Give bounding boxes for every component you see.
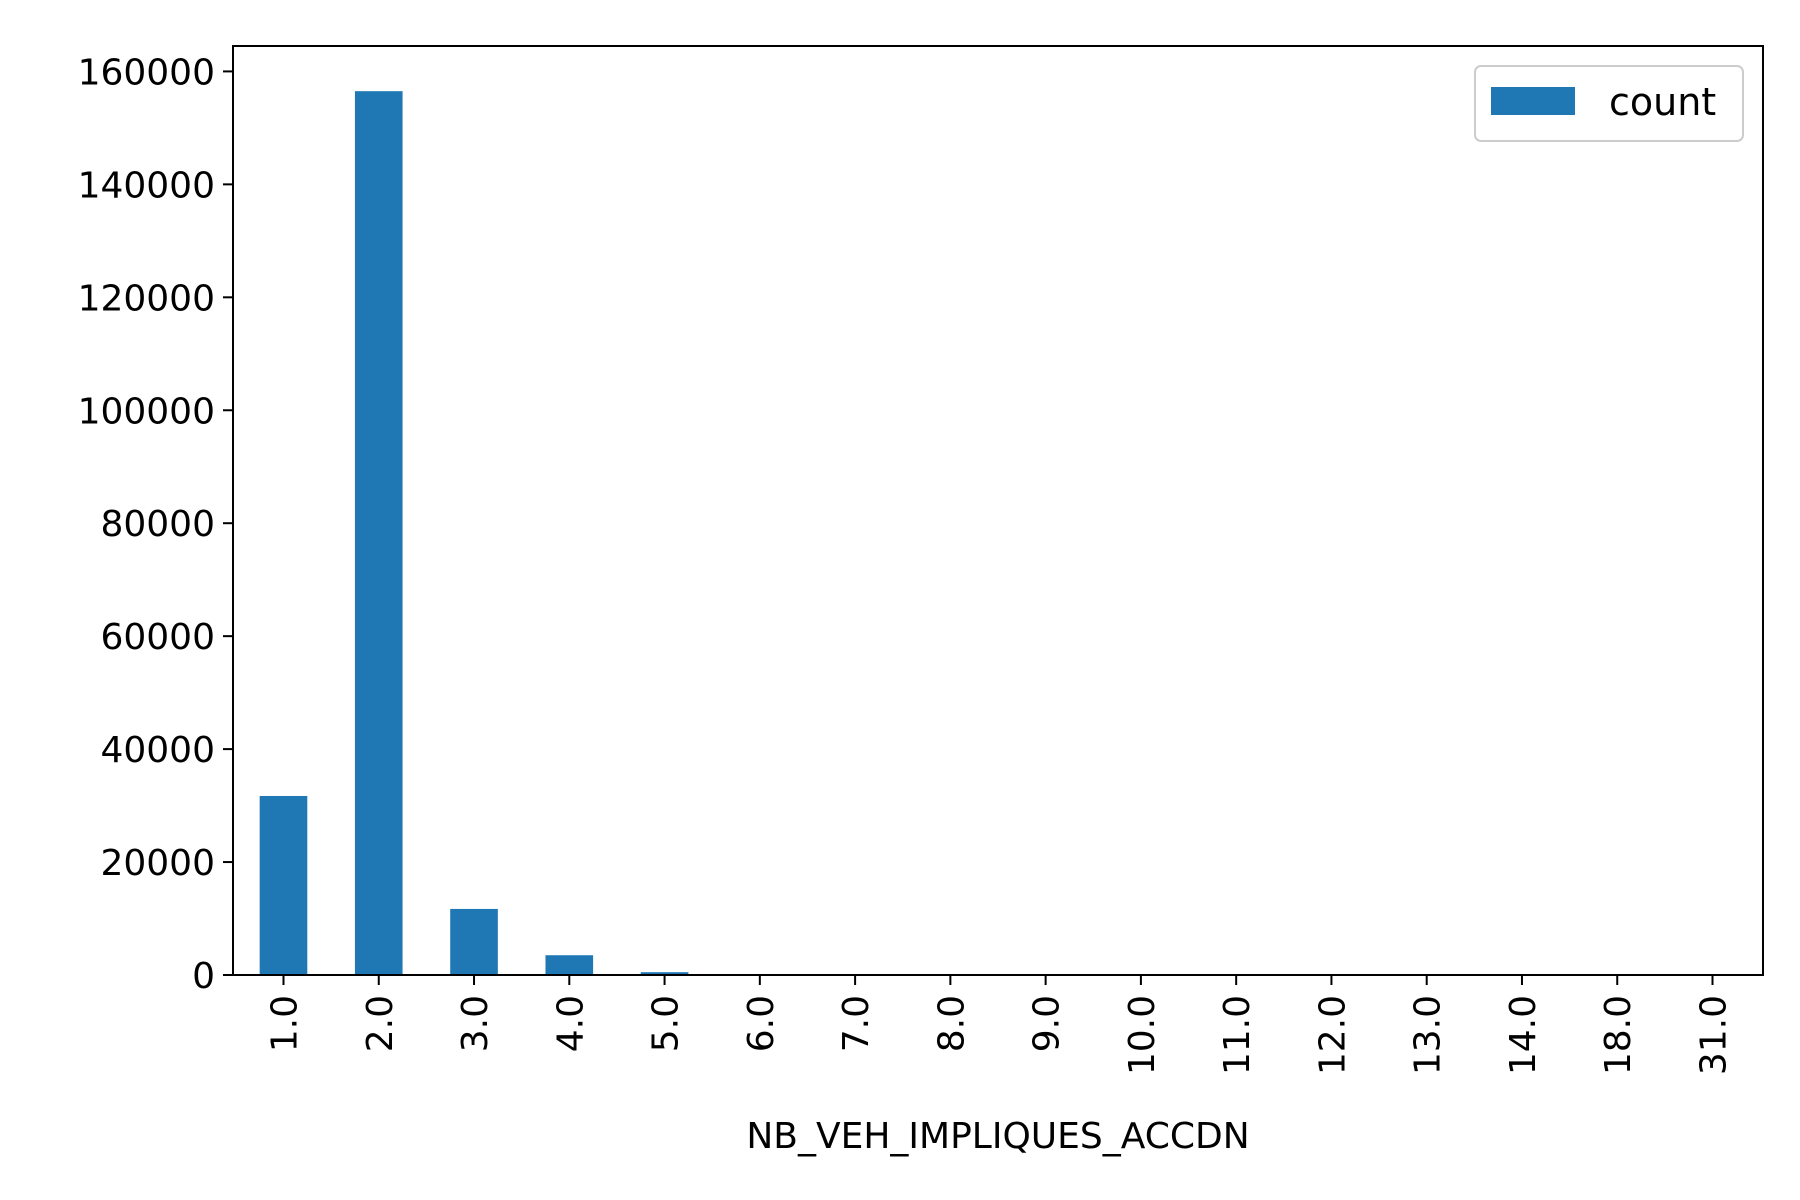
x-tick-label: 10.0 bbox=[1122, 995, 1163, 1075]
x-tick-label: 9.0 bbox=[1027, 995, 1068, 1052]
y-tick-label: 100000 bbox=[78, 391, 215, 432]
plot-frame bbox=[232, 45, 1764, 976]
x-tick-label: 18.0 bbox=[1598, 995, 1639, 1075]
legend: count bbox=[1474, 65, 1744, 142]
x-tick-label: 1.0 bbox=[264, 995, 305, 1052]
bar-1.0 bbox=[259, 795, 308, 975]
y-tick-label: 160000 bbox=[78, 52, 215, 93]
x-axis-label: NB_VEH_IMPLIQUES_ACCDN bbox=[746, 1116, 1249, 1157]
legend-swatch bbox=[1491, 87, 1575, 115]
bar-3.0 bbox=[450, 908, 498, 975]
x-tick-label: 2.0 bbox=[360, 995, 401, 1052]
y-axis-ticks: 0 20000 40000 60000 80000 100000 120000 140000 1… bbox=[78, 52, 233, 997]
bar-2.0 bbox=[354, 91, 403, 976]
x-tick-label: 6.0 bbox=[741, 995, 782, 1052]
y-tick-label: 20000 bbox=[100, 843, 215, 884]
y-tick-label: 80000 bbox=[100, 504, 215, 545]
x-tick-label: 14.0 bbox=[1503, 995, 1544, 1075]
bars-layer bbox=[259, 91, 1737, 976]
y-tick-label: 60000 bbox=[100, 617, 215, 658]
y-tick-label: 40000 bbox=[100, 730, 215, 771]
bar-5.0 bbox=[640, 972, 689, 975]
x-tick-label: 5.0 bbox=[646, 995, 687, 1052]
x-tick-label: 3.0 bbox=[455, 995, 496, 1052]
x-tick-label: 12.0 bbox=[1312, 995, 1353, 1075]
x-tick-label: 13.0 bbox=[1408, 995, 1449, 1075]
x-tick-label: 4.0 bbox=[550, 995, 591, 1052]
legend-box bbox=[1474, 65, 1744, 142]
y-tick-label: 140000 bbox=[78, 165, 215, 206]
y-tick-label: 0 bbox=[192, 956, 215, 997]
x-tick-label: 7.0 bbox=[836, 995, 877, 1052]
x-tick-label: 8.0 bbox=[931, 995, 972, 1052]
y-tick-label: 120000 bbox=[78, 278, 215, 319]
x-axis-ticks: 1.0 2.0 3.0 4.0 5.0 6.0 7.0 8.0 9.0 10.0 11.0 12.0 1… bbox=[264, 975, 1735, 1075]
x-tick-label: 31.0 bbox=[1694, 995, 1735, 1075]
bar-4.0 bbox=[545, 955, 594, 975]
x-tick-label: 11.0 bbox=[1217, 995, 1258, 1075]
legend-label: count bbox=[1609, 80, 1716, 124]
